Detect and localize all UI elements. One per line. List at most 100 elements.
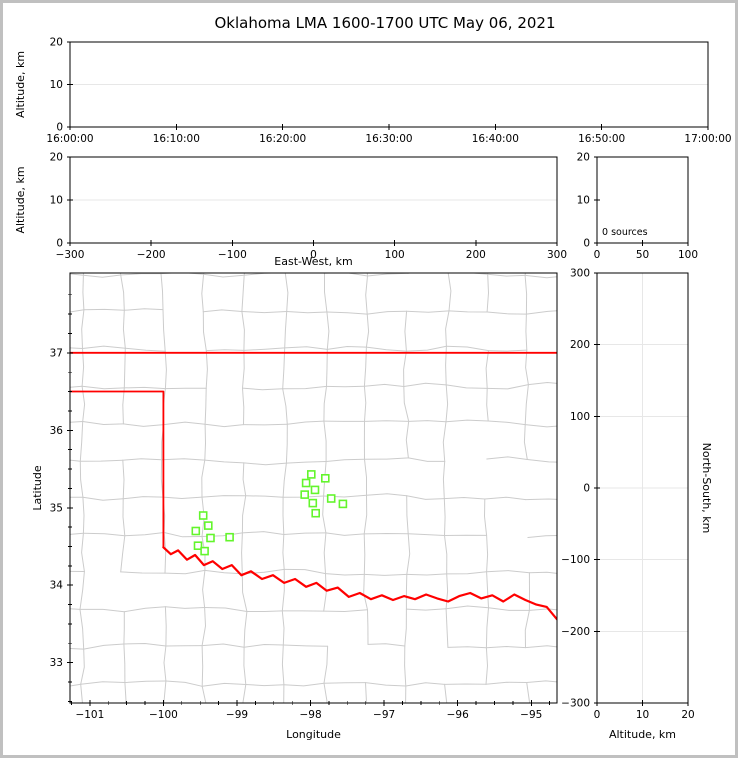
county-line — [243, 462, 287, 466]
county-line — [122, 496, 164, 500]
county-line — [486, 387, 489, 422]
county-line — [325, 458, 365, 462]
county-line — [607, 347, 609, 384]
county-line — [363, 533, 366, 575]
county-line — [326, 348, 328, 387]
county-line — [405, 682, 446, 687]
y-tick-label: 34 — [50, 580, 64, 592]
map-county-lines — [41, 235, 609, 723]
county-line — [205, 349, 245, 352]
county-line — [366, 310, 408, 315]
county-line — [163, 421, 206, 426]
county-line — [485, 647, 488, 685]
time-tick-label: 17:00:00 — [684, 133, 731, 145]
y-tick-label: 300 — [570, 268, 590, 280]
county-line — [241, 532, 243, 575]
county-line — [443, 497, 486, 500]
county-line — [163, 532, 203, 538]
county-line — [527, 382, 557, 386]
county-line — [407, 720, 447, 723]
time-tick-label: 16:50:00 — [578, 133, 625, 145]
county-line — [243, 646, 247, 685]
county-line — [164, 569, 206, 575]
county-line — [566, 722, 607, 723]
county-line — [285, 423, 288, 464]
county-line — [122, 309, 126, 349]
x-tick-label: −100 — [149, 709, 178, 721]
county-line — [41, 347, 43, 385]
county-line — [404, 310, 408, 352]
county-line — [524, 274, 528, 315]
county-line — [201, 643, 245, 648]
county-line — [406, 533, 411, 575]
county-line — [486, 456, 528, 460]
county-line — [322, 495, 327, 534]
county-line — [285, 461, 327, 464]
x-tick-label: 300 — [547, 249, 567, 261]
county-line — [326, 311, 330, 350]
county-line — [42, 611, 43, 646]
county-line — [326, 346, 367, 350]
county-line — [282, 644, 329, 647]
y-tick-label: −200 — [561, 626, 590, 638]
county-line — [282, 347, 286, 390]
county-line — [284, 346, 328, 350]
county-line — [160, 273, 164, 311]
county-line — [82, 532, 126, 537]
station-marker — [310, 485, 320, 495]
x-tick-label: −96 — [447, 709, 469, 721]
county-line — [44, 236, 46, 276]
station-marker — [225, 532, 234, 542]
county-line — [326, 385, 365, 388]
x-tick-label: 0 — [594, 249, 601, 261]
station-marker — [306, 470, 316, 479]
county-line — [80, 648, 85, 685]
county-line — [80, 683, 83, 703]
county-line — [80, 681, 126, 685]
county-line — [246, 610, 283, 612]
time-tick-label: 16:20:00 — [259, 133, 306, 145]
county-line — [486, 384, 529, 390]
county-line — [323, 682, 328, 703]
county-line — [283, 684, 285, 703]
panel-ew-height: −300 −200 −100 0 100 200 300 0 10 20 Altitude, km E… — [14, 152, 567, 269]
county-line — [82, 274, 85, 311]
county-line — [484, 498, 488, 536]
county-line — [526, 682, 530, 703]
county-line — [403, 382, 447, 387]
county-line — [405, 345, 447, 352]
county-line — [241, 568, 285, 575]
county-line — [70, 532, 84, 535]
county-line — [201, 607, 206, 647]
county-line — [325, 573, 365, 576]
station-marker — [200, 546, 209, 556]
county-line — [201, 645, 204, 687]
county-line — [404, 608, 407, 647]
station-marker — [311, 508, 321, 518]
county-line — [81, 385, 125, 390]
county-line — [364, 458, 367, 496]
county-line — [447, 273, 489, 275]
county-line — [119, 273, 122, 276]
county-line — [201, 273, 205, 313]
county-line — [161, 458, 206, 461]
county-line — [123, 347, 126, 389]
county-line — [241, 274, 245, 312]
county-line — [406, 495, 409, 535]
county-line — [44, 236, 83, 238]
county-line — [366, 493, 408, 497]
county-line — [284, 273, 289, 312]
county-line — [368, 235, 405, 238]
y-tick-label: 0 — [583, 238, 590, 250]
x-tick-label: −95 — [520, 709, 542, 721]
county-line — [81, 309, 85, 349]
county-line — [162, 309, 166, 352]
county-line — [283, 532, 327, 535]
figure-title: Oklahoma LMA 1600-1700 UTC May 06, 2021 — [214, 14, 555, 32]
county-line — [70, 273, 84, 276]
county-line — [120, 273, 162, 276]
county-line — [363, 494, 368, 535]
county-line — [486, 571, 489, 609]
county-line — [487, 273, 526, 277]
panel-source-histogram: 0 50 100 0 10 20 0 sources — [577, 152, 698, 262]
